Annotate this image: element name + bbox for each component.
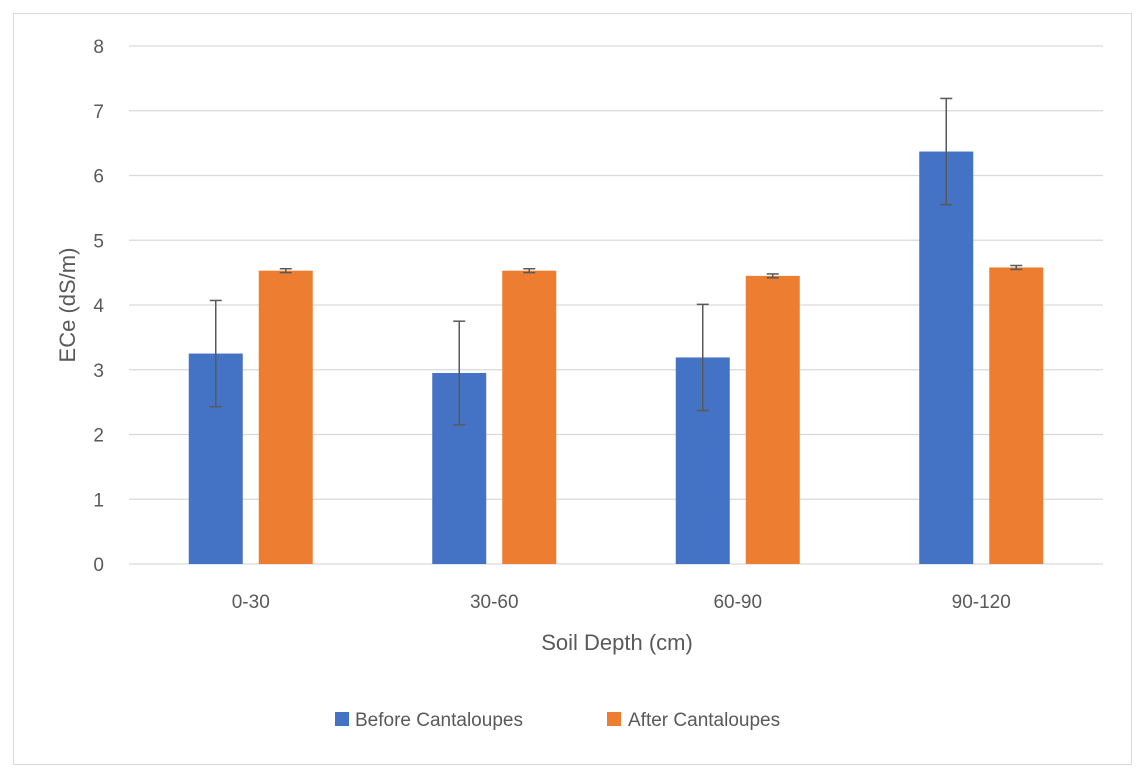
bar-after-0-30 xyxy=(258,270,313,564)
y-tick-label: 7 xyxy=(93,102,104,123)
x-tick-label: 90-120 xyxy=(952,592,1011,613)
y-tick-label: 2 xyxy=(93,426,104,447)
legend-label-before: Before Cantaloupes xyxy=(355,710,523,731)
y-tick-label: 5 xyxy=(93,231,104,252)
y-tick-label: 3 xyxy=(93,361,104,382)
error-bars xyxy=(209,97,1023,426)
y-tick-labels: 0 1 2 3 4 5 6 7 8 xyxy=(93,37,104,576)
y-tick-label: 0 xyxy=(93,555,104,576)
legend-label-after: After Cantaloupes xyxy=(628,710,780,731)
x-tick-label: 60-90 xyxy=(713,592,762,613)
bars xyxy=(188,151,1044,565)
legend-swatch-before xyxy=(335,712,349,726)
y-axis-title: ECe (dS/m) xyxy=(55,248,80,363)
bar-before-90-120 xyxy=(919,151,974,565)
y-tick-label: 8 xyxy=(93,37,104,58)
x-tick-label: 0-30 xyxy=(232,592,270,613)
y-tick-label: 1 xyxy=(93,490,104,511)
y-tick-label: 6 xyxy=(93,167,104,188)
bar-after-60-90 xyxy=(745,275,800,564)
bar-after-90-120 xyxy=(989,267,1044,564)
x-tick-label: 30-60 xyxy=(470,592,519,613)
bar-after-30-60 xyxy=(502,270,557,564)
legend-swatch-after xyxy=(607,712,621,726)
y-tick-label: 4 xyxy=(93,296,104,317)
x-axis-title: Soil Depth (cm) xyxy=(541,630,693,655)
x-tick-labels: 0-30 30-60 60-90 90-120 xyxy=(232,592,1011,613)
legend: Before Cantaloupes After Cantaloupes xyxy=(335,710,780,731)
